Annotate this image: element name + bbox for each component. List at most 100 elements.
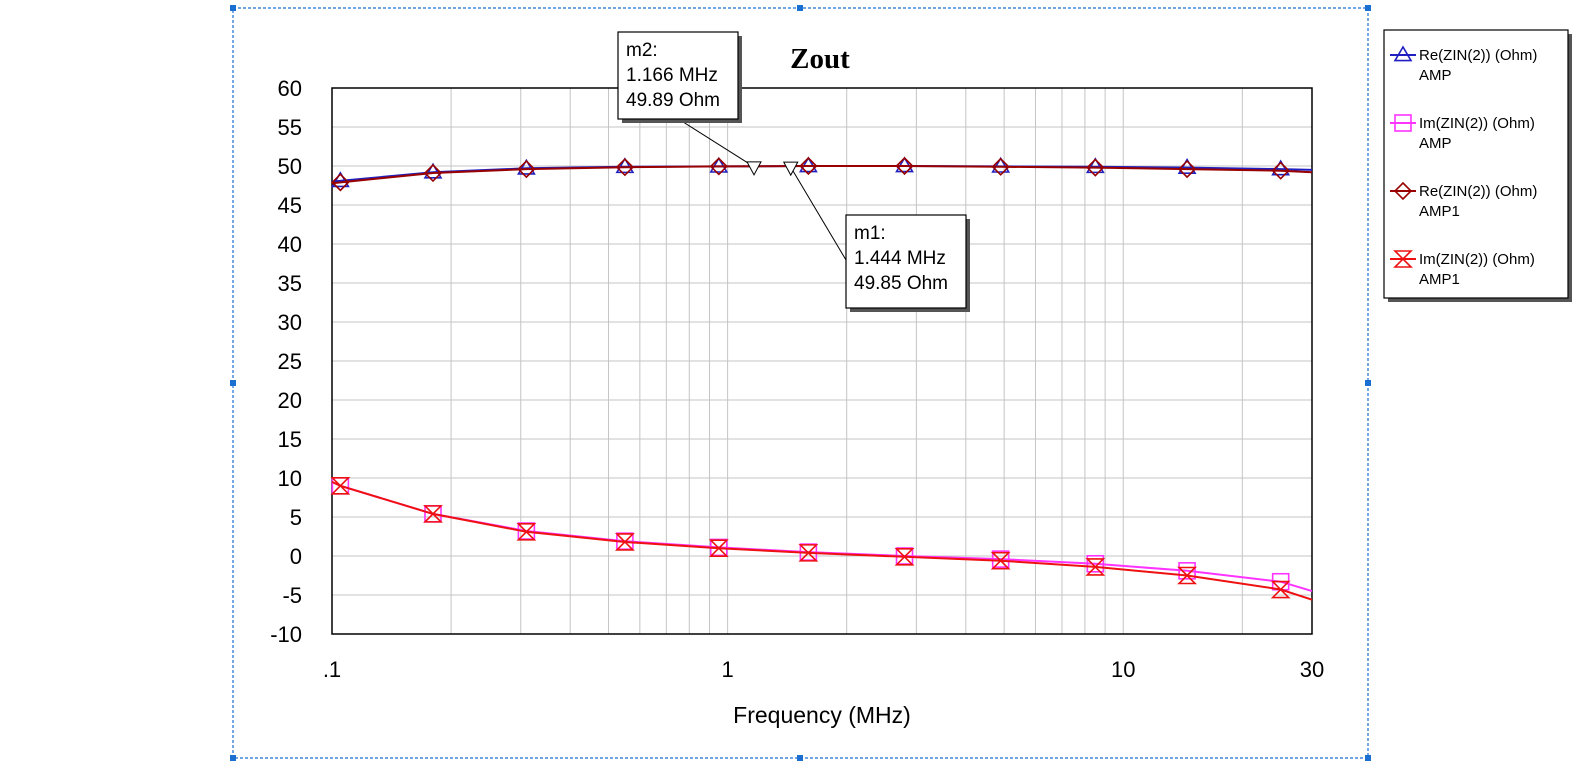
legend-symbol-icon: [1394, 114, 1412, 132]
data-point: [1177, 157, 1197, 174]
marker-label: 49.85 Ohm: [854, 273, 948, 294]
legend-entry[interactable]: Im(ZIN(2)) (Ohm) AMP1: [1390, 250, 1535, 288]
marker-label: 1.166 MHz: [626, 65, 718, 86]
legend-sublabel: AMP1: [1419, 271, 1460, 288]
y-tick-label: 10: [278, 466, 302, 491]
y-tick-label: 35: [278, 271, 302, 296]
data-point: [991, 550, 1010, 568]
legend-entry[interactable]: Re(ZIN(2)) (Ohm) AMP1: [1390, 181, 1537, 220]
x-axis-label: Frequency (MHz): [733, 702, 911, 728]
data-point: [990, 551, 1011, 570]
x-tick-label: .1: [323, 657, 341, 682]
data-point: [614, 533, 635, 551]
legend-symbol-icon: [1393, 250, 1413, 268]
data-point: [1085, 157, 1105, 174]
legend-label: Re(ZIN(2)) (Ohm): [1419, 47, 1537, 64]
y-tick-label: 25: [278, 349, 302, 374]
data-point: [991, 157, 1010, 176]
data-point: [894, 547, 915, 566]
data-point: [615, 158, 635, 177]
data-point: [1270, 580, 1291, 599]
resize-handle-left[interactable]: [230, 380, 236, 386]
data-point: [516, 158, 536, 175]
marker-leader-line: [679, 119, 755, 168]
y-tick-label: 0: [290, 544, 302, 569]
data-point: [330, 477, 351, 495]
x-tick-label: 10: [1111, 657, 1135, 682]
x-tick-label: 1: [721, 657, 733, 682]
y-tick-label: 5: [290, 505, 302, 530]
y-tick-label: 55: [278, 115, 302, 140]
grid: [332, 88, 1312, 634]
data-point: [1271, 161, 1290, 180]
resize-handle-bottom-right[interactable]: [1365, 755, 1371, 761]
legend-box: [1383, 29, 1569, 299]
marker-label: m1:: [854, 223, 886, 244]
resize-handle-bottom[interactable]: [797, 755, 803, 761]
y-tick-label: 15: [278, 427, 302, 452]
data-point: [331, 173, 350, 192]
legend-symbol-icon: [1393, 45, 1413, 62]
y-tick-label: 30: [278, 310, 302, 335]
y-tick-label: 45: [278, 193, 302, 218]
data-point: [709, 157, 728, 176]
data-point: [1271, 159, 1291, 176]
marker-triangle-icon: [746, 161, 762, 176]
marker-m1[interactable]: m1: 1.444 MHz 49.85 Ohm: [782, 161, 970, 312]
data-point: [709, 156, 729, 173]
legend-label: Im(ZIN(2)) (Ohm): [1419, 115, 1535, 132]
data-point: [798, 156, 818, 173]
resize-handle-top-right[interactable]: [1365, 5, 1371, 11]
resize-handle-top-left[interactable]: [230, 5, 236, 11]
data-point: [330, 171, 350, 188]
series-layer: [330, 156, 1313, 601]
legend-entry[interactable]: Im(ZIN(2)) (Ohm) AMP: [1390, 114, 1535, 152]
data-point: [516, 523, 537, 541]
series-line: [331, 480, 1313, 593]
legend-label: Im(ZIN(2)) (Ohm): [1419, 251, 1535, 268]
y-tick-label: 60: [278, 76, 302, 101]
legend-sublabel: AMP: [1419, 135, 1452, 152]
resize-handle-top[interactable]: [797, 5, 803, 11]
data-point: [1177, 159, 1197, 179]
marker-m2[interactable]: m2: 1.166 MHz 49.89 Ohm: [617, 31, 762, 176]
series-4: [330, 477, 1313, 601]
resize-handle-right[interactable]: [1365, 380, 1371, 386]
resize-handle-bottom-left[interactable]: [230, 755, 236, 761]
data-point: [1086, 158, 1105, 177]
marker-box: [845, 214, 967, 309]
marker-layer[interactable]: m2: 1.166 MHz 49.89 Ohm m1: 1.444 MHz 49.85 O…: [617, 31, 970, 312]
x-axis-ticks: .1 1 10 30: [323, 657, 1324, 682]
data-point: [1177, 566, 1198, 585]
legend-sublabel: AMP1: [1419, 203, 1460, 220]
data-point: [991, 156, 1011, 173]
series-line: [331, 165, 1313, 185]
data-point: [615, 157, 635, 174]
marker-label: 49.89 Ohm: [626, 90, 720, 111]
data-point: [799, 156, 818, 176]
marker-triangle-icon: [782, 161, 799, 177]
legend-entry[interactable]: Re(ZIN(2)) (Ohm) AMP: [1390, 45, 1537, 84]
data-point: [798, 544, 819, 562]
legend-symbol-icon: [1393, 181, 1413, 201]
data-point: [423, 162, 443, 179]
data-point: [1178, 562, 1196, 580]
data-point: [1086, 554, 1105, 573]
data-point: [1085, 558, 1106, 576]
marker-label: m2:: [626, 40, 658, 61]
legend-sublabel: AMP: [1419, 67, 1452, 84]
selection-frame[interactable]: [230, 5, 1371, 761]
y-tick-label: 50: [278, 154, 302, 179]
y-tick-label: -5: [282, 583, 302, 608]
y-tick-label: 20: [278, 388, 302, 413]
data-point: [895, 156, 914, 173]
series-3: [331, 156, 1313, 192]
y-tick-label: 40: [278, 232, 302, 257]
chart-title: Zout: [790, 43, 850, 75]
data-point: [708, 539, 729, 557]
data-point: [517, 159, 536, 179]
legend-label: Re(ZIN(2)) (Ohm): [1419, 183, 1537, 200]
